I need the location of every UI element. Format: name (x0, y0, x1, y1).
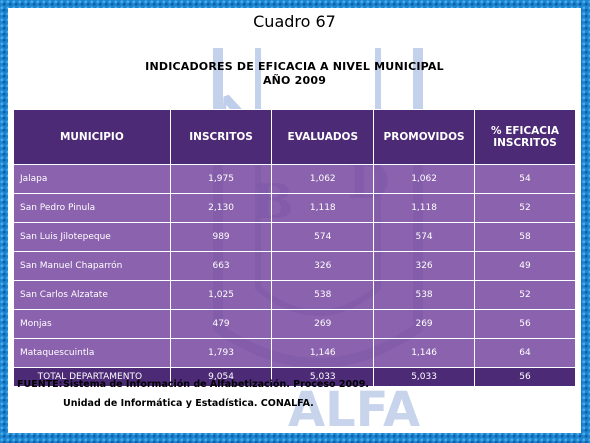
total-inscritos: 9,054 (169, 367, 273, 387)
cell-promovidos: 269 (373, 309, 476, 339)
total-eficacia: 56 (474, 367, 576, 387)
cell-municipio: Monjas (13, 309, 171, 339)
table-row: San Luis Jilotepeque 989 574 574 58 (13, 222, 576, 252)
cell-municipio: San Luis Jilotepeque (13, 222, 171, 252)
table-header-row: MUNICIPIO INSCRITOS EVALUADOS PROMOVIDOS… (13, 109, 576, 165)
cell-promovidos: 538 (373, 280, 476, 310)
cell-evaluados: 1,118 (271, 193, 375, 223)
table-subtitle: INDICADORES DE EFICACIA A NIVEL MUNICIPA… (145, 60, 444, 73)
cell-eficacia: 52 (474, 193, 576, 223)
header-inscritos: INSCRITOS (169, 109, 273, 165)
cell-eficacia: 49 (474, 251, 576, 281)
cell-inscritos: 989 (169, 222, 273, 252)
table-row: Monjas 479 269 269 56 (13, 309, 576, 339)
efficacy-table: MUNICIPIO INSCRITOS EVALUADOS PROMOVIDOS… (13, 109, 576, 387)
cell-municipio: San Pedro Pinula (13, 193, 171, 223)
cell-evaluados: 1,062 (271, 164, 375, 194)
cell-inscritos: 1,793 (169, 338, 273, 368)
table-row: Mataquescuintla 1,793 1,146 1,146 64 (13, 338, 576, 368)
table-row: San Manuel Chaparrón 663 326 326 49 (13, 251, 576, 281)
cell-evaluados: 326 (271, 251, 375, 281)
source-label: FUENTE: (17, 379, 63, 390)
source-line-1: Sistema de Información de Alfabetización… (63, 379, 369, 390)
cell-eficacia: 64 (474, 338, 576, 368)
cell-promovidos: 1,062 (373, 164, 476, 194)
header-municipio: MUNICIPIO (13, 109, 171, 165)
cell-municipio: San Carlos Alzatate (13, 280, 171, 310)
slide-panel: A B C D ALFA Cuadro 67 INDICADORES DE EF… (8, 8, 581, 433)
cell-eficacia: 54 (474, 164, 576, 194)
cell-inscritos: 479 (169, 309, 273, 339)
header-eficacia: % EFICACIA INSCRITOS (474, 109, 576, 165)
cell-promovidos: 574 (373, 222, 476, 252)
cell-evaluados: 1,146 (271, 338, 375, 368)
cell-eficacia: 52 (474, 280, 576, 310)
cell-eficacia: 58 (474, 222, 576, 252)
cell-inscritos: 1,025 (169, 280, 273, 310)
table-row: Jalapa 1,975 1,062 1,062 54 (13, 164, 576, 194)
cell-evaluados: 269 (271, 309, 375, 339)
cell-municipio: Jalapa (13, 164, 171, 194)
source-note: FUENTE:Sistema de Información de Alfabet… (17, 375, 369, 413)
svg-text:ALFA: ALFA (288, 382, 420, 428)
page-title: Cuadro 67 (253, 12, 336, 31)
total-label: TOTAL DEPARTAMENTO (13, 367, 171, 387)
cell-evaluados: 574 (271, 222, 375, 252)
cell-evaluados: 538 (271, 280, 375, 310)
table-row: San Carlos Alzatate 1,025 538 538 52 (13, 280, 576, 310)
cell-inscritos: 2,130 (169, 193, 273, 223)
cell-inscritos: 663 (169, 251, 273, 281)
header-evaluados: EVALUADOS (271, 109, 375, 165)
cell-promovidos: 326 (373, 251, 476, 281)
cell-eficacia: 56 (474, 309, 576, 339)
cell-promovidos: 1,118 (373, 193, 476, 223)
source-line-2: Unidad de Informática y Estadística. CON… (63, 398, 314, 409)
table-row: San Pedro Pinula 2,130 1,118 1,118 52 (13, 193, 576, 223)
cell-promovidos: 1,146 (373, 338, 476, 368)
cell-municipio: San Manuel Chaparrón (13, 251, 171, 281)
cell-inscritos: 1,975 (169, 164, 273, 194)
total-promovidos: 5,033 (373, 367, 476, 387)
cell-municipio: Mataquescuintla (13, 338, 171, 368)
header-promovidos: PROMOVIDOS (373, 109, 476, 165)
table-year: AÑO 2009 (262, 74, 327, 87)
total-evaluados: 5,033 (271, 367, 375, 387)
total-row: TOTAL DEPARTAMENTO 9,054 5,033 5,033 56 (13, 367, 576, 387)
